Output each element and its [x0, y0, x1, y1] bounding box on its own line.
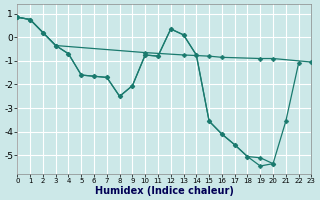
X-axis label: Humidex (Indice chaleur): Humidex (Indice chaleur) [95, 186, 234, 196]
